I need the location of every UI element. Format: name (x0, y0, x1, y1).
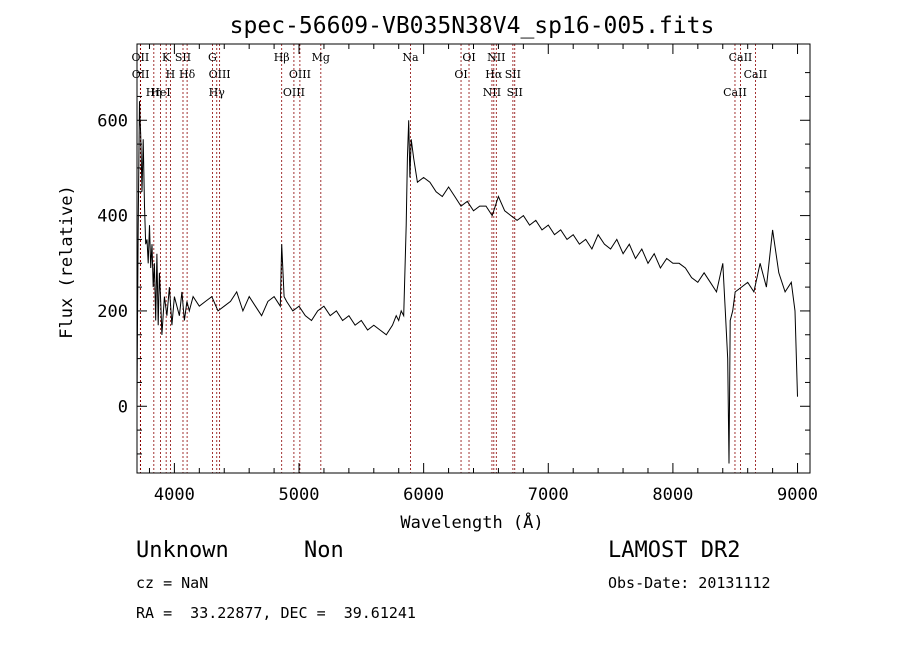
y-axis: 0 200 400 600 (97, 72, 810, 455)
line-label-23: CaII (729, 51, 753, 64)
line-label-10: Hγ (209, 86, 226, 99)
line-label-19: Hα (485, 68, 503, 81)
line-label-14: Mg (312, 51, 330, 64)
line-label-18: NII (487, 51, 505, 64)
x-axis: 4000 5000 6000 7000 8000 9000 (148, 44, 818, 505)
x-tick-label-1: 5000 (279, 485, 320, 505)
y-tick-label-3: 600 (97, 111, 128, 131)
y-tick-label-0: 0 (118, 397, 128, 417)
obs-date: Obs-Date: 20131112 (608, 574, 771, 592)
line-label-20: SII (505, 68, 521, 81)
line-label-25: CaII (723, 86, 747, 99)
coordinates: RA = 33.22877, DEC = 39.61241 (136, 604, 416, 622)
spectrum-chart: spec-56609-VB035N38V4_sp16-005.fits OII O… (57, 13, 818, 533)
line-label-3: K (162, 51, 171, 64)
line-label-16: OI (462, 51, 475, 64)
plot-frame (136, 43, 811, 474)
line-label-13: OIII (283, 86, 305, 99)
x-tick-label-5: 9000 (777, 485, 818, 505)
line-label-22: SII (507, 86, 523, 99)
line-label-5: HeI (150, 86, 170, 99)
line-label-24: CaII (744, 68, 768, 81)
x-tick-label-4: 8000 (652, 485, 693, 505)
line-label-6: SII (175, 51, 191, 64)
survey-name: LAMOST DR2 (608, 538, 741, 563)
x-tick-label-2: 6000 (403, 485, 444, 505)
x-axis-label: Wavelength (Å) (400, 511, 543, 533)
object-class: Unknown (136, 538, 229, 563)
spectrum-line (136, 101, 798, 464)
line-label-9: OIII (209, 68, 231, 81)
line-label-4: H (166, 68, 176, 81)
y-axis-label: Flux (relative) (57, 185, 77, 339)
line-label-2: Hη (146, 86, 162, 99)
redshift-cz: cz = NaN (136, 574, 209, 592)
line-label-8: G (208, 51, 217, 64)
x-tick-label-3: 7000 (528, 485, 569, 505)
line-label-21: NII (483, 86, 501, 99)
object-subclass: Non (304, 538, 344, 563)
line-label-15: Na (402, 51, 419, 64)
line-label-17: OI (454, 68, 467, 81)
chart-title: spec-56609-VB035N38V4_sp16-005.fits (230, 13, 715, 39)
x-tick-label-0: 4000 (154, 485, 195, 505)
y-tick-label-2: 400 (97, 207, 128, 227)
y-tick-label-1: 200 (97, 302, 128, 322)
line-label-7: Hδ (179, 68, 196, 81)
line-label-0: OII (132, 51, 150, 64)
line-label-1: OII (132, 68, 150, 81)
line-label-12: OIII (289, 68, 311, 81)
line-markers (139, 44, 756, 473)
line-label-11: Hβ (274, 51, 290, 64)
